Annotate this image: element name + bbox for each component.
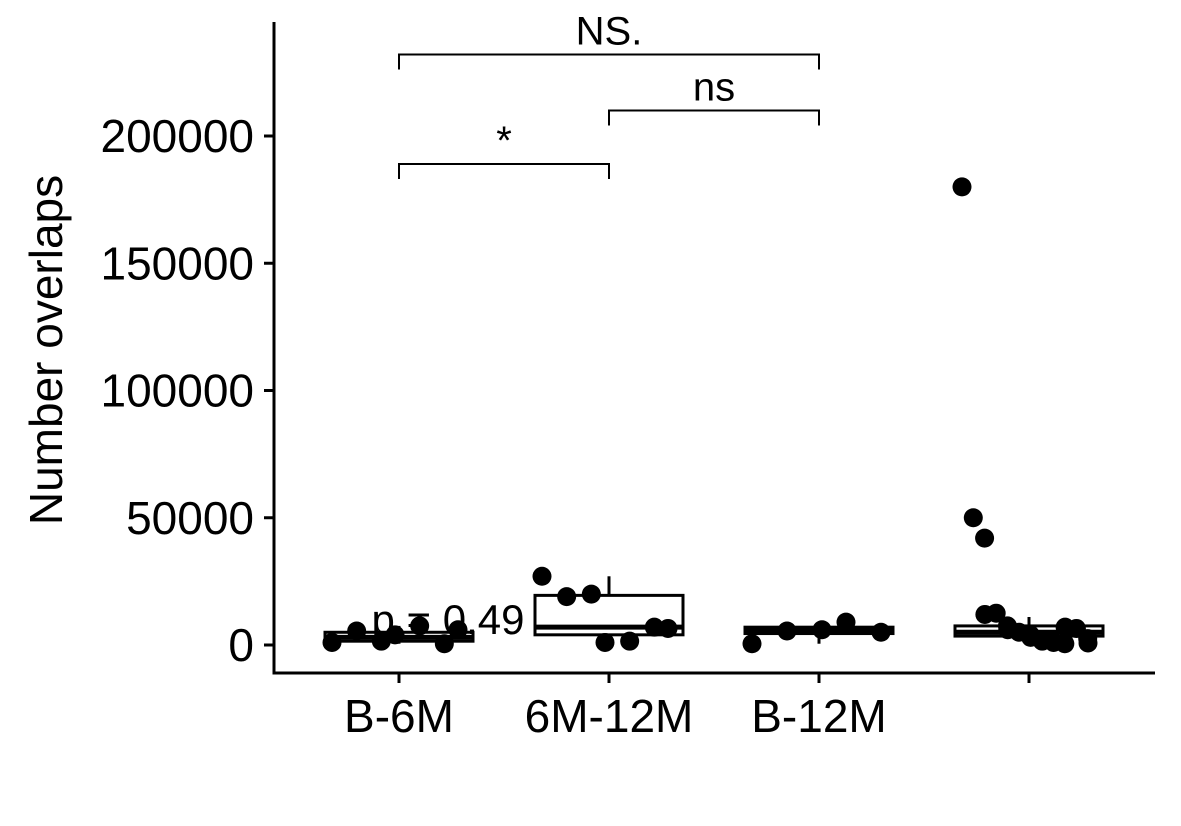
x-tick-label: B-6M [344, 690, 454, 742]
x-axis-ticks: B-6M 6M-12M B-12M [344, 673, 1031, 742]
data-point [410, 616, 430, 636]
y-tick-label: 150000 [101, 237, 255, 289]
data-point [322, 632, 342, 652]
data-point [347, 621, 367, 641]
data-point [963, 508, 983, 528]
data-point [1055, 634, 1075, 654]
y-axis-title: Number overlaps [20, 175, 72, 525]
y-axis-ticks: 0 50000 100000 150000 200000 [101, 110, 274, 671]
data-point [644, 617, 664, 637]
x-tick-label: B-12M [751, 690, 886, 742]
comparison-label: ns [693, 66, 735, 110]
data-point [836, 612, 856, 632]
data-point [742, 634, 762, 654]
data-point [812, 620, 832, 640]
data-point [986, 603, 1006, 623]
data-point [581, 584, 601, 604]
comparison-bracket [398, 53, 820, 70]
y-tick-label: 200000 [101, 110, 255, 162]
y-tick-label: 0 [228, 619, 254, 671]
comparison-label: NS. [576, 10, 643, 54]
data-point [595, 632, 615, 652]
data-point [777, 621, 797, 641]
data-point [448, 620, 468, 640]
data-point [532, 566, 552, 586]
comparison-bracket [608, 109, 820, 126]
data-point [871, 622, 891, 642]
data-point [620, 631, 640, 651]
data-point [658, 618, 678, 638]
y-tick-label: 50000 [126, 492, 254, 544]
comparison-bracket [398, 162, 610, 179]
data-point [557, 587, 577, 607]
data-point [1078, 633, 1098, 653]
data-point [975, 528, 995, 548]
comparison-label: * [496, 119, 512, 163]
x-tick-label: 6M-12M [525, 690, 694, 742]
data-point [434, 634, 454, 654]
points-layer [322, 177, 1098, 654]
p-value-label: p = 0.49 [372, 596, 525, 643]
data-point [385, 625, 405, 645]
comparison-brackets: * ns NS. [398, 10, 820, 179]
data-point [952, 177, 972, 197]
y-tick-label: 100000 [101, 365, 255, 417]
